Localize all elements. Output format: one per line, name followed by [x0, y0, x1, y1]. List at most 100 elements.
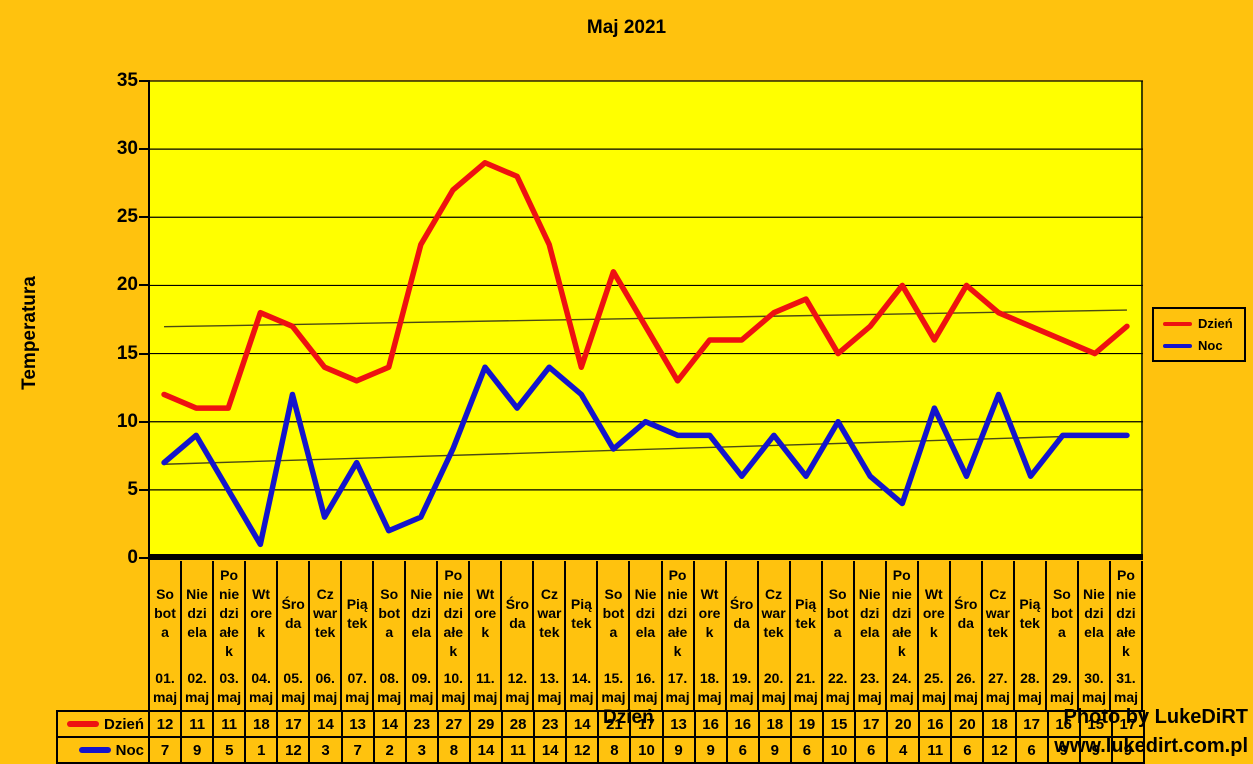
- x-axis-category: Po nie dzi ałe k 17. maj: [660, 561, 693, 710]
- y-tick-label: 20: [116, 274, 138, 296]
- table-cell: 20: [952, 712, 985, 738]
- x-axis-category: Po nie dzi ałe k 03. maj: [212, 561, 244, 710]
- y-tick-label: 10: [116, 410, 138, 432]
- table-row-header-dzien: Dzień: [58, 712, 150, 738]
- date-label: 18. maj: [697, 670, 722, 705]
- table-cell: 11: [503, 738, 536, 764]
- noc-line-swatch: [1163, 343, 1192, 348]
- date-label: 10. maj: [441, 670, 466, 705]
- table-cell: 20: [888, 712, 921, 738]
- x-axis-category: Śro da 26. maj: [948, 561, 981, 710]
- legend-label-noc: Noc: [1198, 338, 1223, 353]
- date-label: 28. maj: [1017, 670, 1042, 705]
- date-label: 07. maj: [345, 670, 370, 705]
- table-cell: 9: [1048, 738, 1081, 764]
- table-cell: 9: [663, 738, 696, 764]
- date-label: 09. maj: [409, 670, 434, 705]
- table-cell: 27: [438, 712, 471, 738]
- table-cell: 15: [1080, 712, 1113, 738]
- date-label: 30. maj: [1081, 670, 1106, 705]
- table-cell: 1: [246, 738, 279, 764]
- table-cell: 6: [727, 738, 760, 764]
- table-cell: 17: [1112, 712, 1145, 738]
- x-axis-category: Po nie dzi ałe k 24. maj: [884, 561, 917, 710]
- table-cell: 23: [535, 712, 568, 738]
- weekday-label: Nie dzi ela: [186, 586, 208, 640]
- table-cell: 16: [695, 712, 728, 738]
- table-cell: 2: [374, 738, 407, 764]
- table-cell: 15: [823, 712, 857, 738]
- x-axis-category: Śro da 05. maj: [276, 561, 308, 710]
- table-cell: 17: [278, 712, 311, 738]
- date-label: 14. maj: [569, 670, 594, 705]
- date-label: 06. maj: [313, 670, 338, 705]
- table-cell: 21: [599, 712, 632, 738]
- plot-area: [148, 80, 1143, 562]
- weekday-label: So bot a: [602, 586, 625, 640]
- table-cell: 11: [214, 712, 247, 738]
- date-label: 29. maj: [1049, 670, 1074, 705]
- x-axis-category: Pią tek 21. maj: [788, 561, 821, 710]
- date-label: 24. maj: [889, 670, 914, 705]
- table-cell: 7: [342, 738, 375, 764]
- date-label: 11. maj: [473, 670, 498, 705]
- table-cell: 12: [567, 738, 600, 764]
- table-cell: 16: [727, 712, 760, 738]
- date-label: 04. maj: [249, 670, 274, 705]
- y-tick-label: 0: [127, 547, 138, 568]
- weekday-label: Cz war tek: [985, 586, 1010, 640]
- date-label: 31. maj: [1113, 670, 1139, 705]
- table-cell: 9: [1112, 738, 1145, 764]
- table-cell: 14: [535, 738, 568, 764]
- x-axis-category: Cz war tek 20. maj: [756, 561, 789, 710]
- table-cell: 9: [759, 738, 792, 764]
- table-cell: 14: [310, 712, 343, 738]
- noc-line-swatch: [78, 747, 111, 753]
- weekday-label: Po nie dzi ałe k: [1115, 567, 1137, 659]
- x-axis-category: Cz war tek 13. maj: [532, 561, 564, 710]
- weekday-label: Śro da: [954, 595, 978, 631]
- x-axis-category: Nie dzi ela 30. maj: [1076, 561, 1109, 710]
- x-axis-category: Pią tek 28. maj: [1012, 561, 1045, 710]
- weekday-label: Nie dzi ela: [1083, 586, 1105, 640]
- date-label: 13. maj: [537, 670, 562, 705]
- y-tick-label: 5: [127, 478, 138, 500]
- table-cell: 6: [1016, 738, 1049, 764]
- table-cell: 14: [470, 738, 504, 764]
- table-cell: 3: [406, 738, 439, 764]
- x-axis-category: Nie dzi ela 23. maj: [852, 561, 885, 710]
- date-label: 19. maj: [729, 670, 754, 705]
- table-cell: 9: [1080, 738, 1113, 764]
- table-cell: 9: [695, 738, 728, 764]
- weekday-label: Śro da: [729, 595, 754, 631]
- table-cell: 9: [182, 738, 215, 764]
- date-label: 20. maj: [761, 670, 786, 705]
- table-cell: 8: [599, 738, 632, 764]
- date-label: 25. maj: [921, 670, 946, 705]
- table-cell: 10: [631, 738, 664, 764]
- table-cell: 6: [952, 738, 985, 764]
- weekday-label: Po nie dzi ałe k: [218, 567, 240, 659]
- table-cell: 12: [150, 712, 183, 738]
- weekday-label: Nie dzi ela: [410, 586, 433, 640]
- watermark: Photo by LukeDiRT www.lukedirt.com.pl: [1054, 703, 1248, 761]
- dzien-line-swatch: [1163, 321, 1192, 326]
- watermark-line1: Photo by LukeDiRT: [1063, 706, 1248, 728]
- weekday-label: Pią tek: [1019, 595, 1041, 631]
- weekday-label: Po nie dzi ałe k: [667, 567, 688, 659]
- y-tick-label: 25: [116, 206, 138, 228]
- table-cell: 4: [888, 738, 921, 764]
- x-axis-category: Cz war tek 06. maj: [308, 561, 340, 710]
- x-axis-category: Wt ore k 18. maj: [692, 561, 725, 710]
- x-axis-title: Dzień: [603, 707, 654, 728]
- y-tick-label: 15: [116, 342, 138, 364]
- y-tick-label: 35: [116, 70, 138, 91]
- table-cell: 18: [246, 712, 279, 738]
- table-cell: 14: [374, 712, 407, 738]
- x-axis-category: Pią tek 07. maj: [340, 561, 372, 710]
- weekday-label: Pią tek: [795, 595, 817, 631]
- x-axis-category: Nie dzi ela 09. maj: [404, 561, 436, 710]
- data-table: Dzień 12 11 11 18 17 14 13 14 23 27 29 28 23 14 21 17 13 1…: [56, 710, 1145, 764]
- weekday-label: Nie dzi ela: [634, 586, 657, 640]
